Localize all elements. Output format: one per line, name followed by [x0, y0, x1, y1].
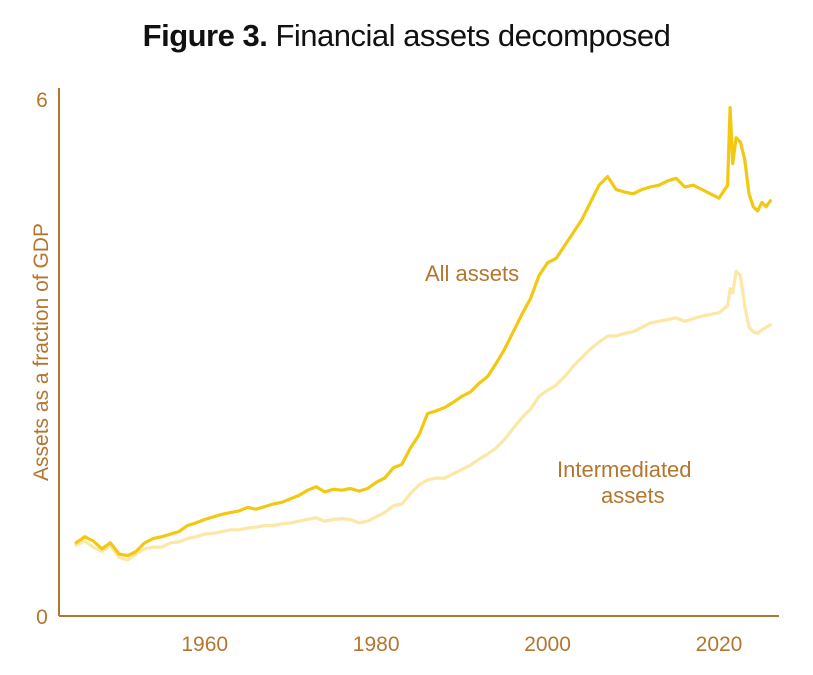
x-tick-label: 1960	[181, 633, 228, 656]
series-line-intermediated-assets	[74, 269, 772, 562]
tick-labels: 1960 1980 2000 2020 0 6	[36, 89, 742, 656]
annotation-intermediated-line2: assets	[601, 483, 665, 508]
annotation-intermediated-line1: Intermediated	[557, 457, 692, 482]
y-axis-title: Assets as a fraction of GDP	[30, 223, 53, 481]
series-layer	[74, 106, 772, 562]
y-tick-label: 6	[36, 89, 48, 112]
x-tick-label: 2020	[696, 633, 743, 656]
annotation-all-assets: All assets	[425, 261, 519, 286]
x-tick-label: 1980	[353, 633, 400, 656]
figure-title-text: Financial assets decomposed	[275, 18, 671, 53]
figure-label: Figure 3.	[142, 18, 268, 53]
series-line-all-assets	[74, 106, 772, 558]
x-tick-label: 2000	[524, 633, 571, 656]
y-tick-label: 0	[36, 606, 48, 629]
chart-title: Figure 3. Financial assets decomposed	[0, 18, 813, 54]
axes	[58, 88, 779, 617]
